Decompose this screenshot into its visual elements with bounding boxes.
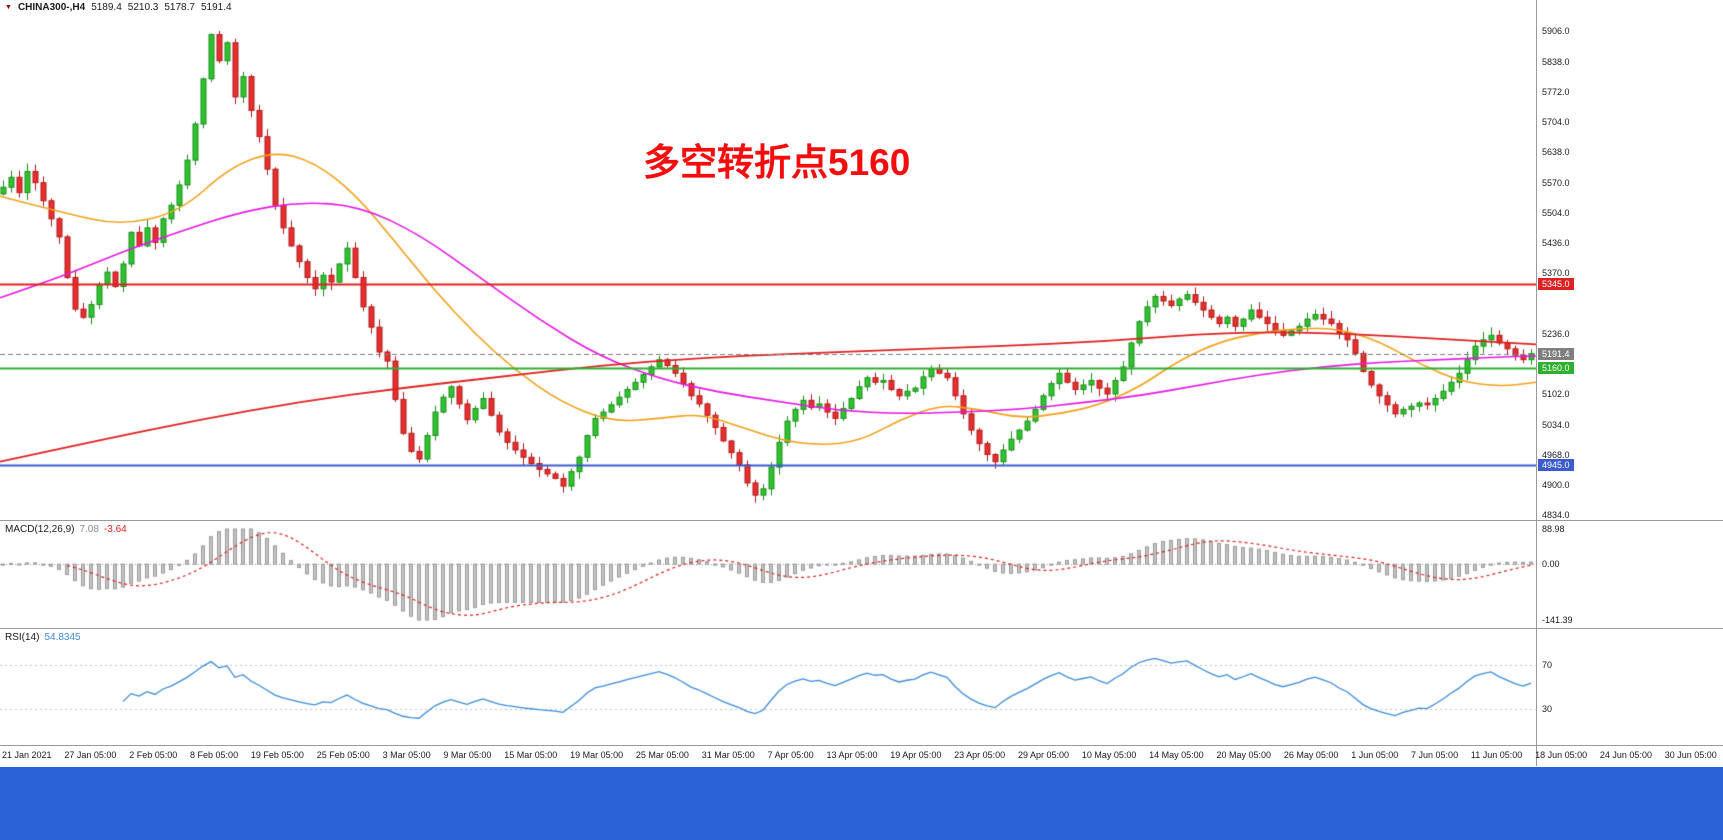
price-axis-tick: 5504.0: [1542, 207, 1570, 218]
price-axis-tick: 5704.0: [1542, 117, 1570, 128]
ohlc-high: 5210.3: [127, 2, 159, 13]
panel-separator-2[interactable]: [0, 628, 1723, 629]
ohlc-open: 5189.4: [91, 2, 122, 13]
macd-signal-value: -3.64: [103, 524, 127, 535]
rsi-value: 54.8345: [44, 632, 81, 643]
rsi-indicator-canvas[interactable]: [0, 629, 1536, 745]
time-axis-label: 3 Mar 05:00: [382, 750, 431, 760]
taskbar[interactable]: [0, 767, 1723, 840]
time-axis-label: 23 Apr 05:00: [954, 750, 1006, 760]
time-axis-label: 18 Jun 05:00: [1535, 750, 1588, 760]
symbol-info-bar: ▼ CHINA300-,H4 5189.4 5210.3 5178.7 5191…: [5, 2, 232, 13]
price-axis-separator: [1536, 0, 1537, 766]
panel-separator-1[interactable]: [0, 520, 1723, 521]
panel-separator-3: [0, 745, 1723, 746]
time-axis-label: 1 Jun 05:00: [1351, 750, 1399, 760]
price-axis-tick: 5772.0: [1542, 86, 1570, 97]
price-axis-tick: 5638.0: [1542, 147, 1570, 157]
time-axis-label: 9 Mar 05:00: [443, 750, 492, 760]
price-axis-tick: 4834.0: [1542, 510, 1570, 520]
time-axis-label: 11 Jun 05:00: [1470, 750, 1523, 760]
time-axis-label: 27 Jan 05:00: [64, 750, 117, 760]
time-axis-label: 31 Mar 05:00: [701, 750, 755, 760]
time-axis-label: 30 Jun 05:00: [1664, 750, 1717, 760]
price-axis-tick: 5838.0: [1542, 56, 1570, 67]
time-axis-label: 21 Jan 2021: [2, 750, 52, 760]
time-axis: 21 Jan 2021 27 Jan 05:00 2 Feb 05:00 8 Feb …: [0, 746, 1719, 764]
price-axis-tick: 5102.0: [1542, 389, 1570, 399]
time-axis-label: 2 Feb 05:00: [129, 750, 178, 760]
rsi-panel-label: RSI(14) 54.8345: [5, 632, 81, 643]
time-axis-label: 14 May 05:00: [1149, 750, 1204, 760]
price-axis-tick: 5236.0: [1542, 328, 1570, 339]
price-axis-tick: 5906.0: [1542, 26, 1570, 36]
symbol-name: CHINA300-,H4: [17, 2, 86, 13]
time-axis-label: 7 Jun 05:00: [1411, 750, 1459, 760]
chart-annotation-text: 多空转折点5160: [643, 142, 911, 183]
time-axis-label: 29 Apr 05:00: [1017, 750, 1070, 760]
price-level-badge: 5191.4: [1538, 347, 1574, 360]
time-axis-label: 10 May 05:00: [1081, 750, 1137, 760]
price-level-badge: 5345.0: [1538, 278, 1574, 291]
rsi-level-label: 70: [1542, 660, 1553, 671]
price-level-badge: 5160.0: [1538, 361, 1574, 374]
macd-label: MACD(12,26,9): [5, 524, 75, 535]
time-axis-label: 13 Apr 05:00: [826, 750, 878, 760]
rsi-level-label: 30: [1542, 703, 1553, 714]
time-axis-label: 26 May 05:00: [1283, 750, 1339, 760]
time-axis-label: 19 Apr 05:00: [890, 750, 942, 760]
price-axis: 88.98 0.00 -141.39 70 30 5906.0 5838.0 5772.0 57…: [1537, 0, 1723, 766]
price-axis-tick: 4900.0: [1542, 480, 1570, 491]
price-axis-tick: 5436.0: [1542, 238, 1570, 249]
price-level-badge: 4945.0: [1538, 458, 1574, 471]
macd-axis-label: 88.98: [1542, 524, 1565, 534]
time-axis-label: 25 Mar 05:00: [635, 750, 689, 760]
time-axis-label: 15 Mar 05:00: [504, 750, 558, 760]
time-axis-label: 7 Apr 05:00: [767, 750, 814, 760]
time-axis-label: 8 Feb 05:00: [190, 750, 239, 760]
price-axis-tick: 5570.0: [1542, 177, 1570, 188]
time-axis-label: 20 May 05:00: [1216, 750, 1272, 760]
ohlc-low: 5178.7: [164, 2, 195, 13]
main-price-chart-canvas[interactable]: [0, 0, 1536, 520]
price-axis-tick: 5034.0: [1542, 419, 1570, 430]
time-axis-label: 24 Jun 05:00: [1599, 750, 1652, 760]
price-axis-tick: 5370.0: [1542, 268, 1570, 278]
price-axis-tick: 4968.0: [1542, 449, 1570, 460]
time-axis-label: 19 Mar 05:00: [570, 750, 624, 760]
macd-panel-label: MACD(12,26,9) 7.08 -3.64: [5, 524, 127, 535]
ohlc-close: 5191.4: [200, 2, 232, 13]
time-axis-label: 25 Feb 05:00: [316, 750, 370, 760]
time-axis-label: 19 Feb 05:00: [250, 750, 304, 760]
rsi-label: RSI(14): [5, 632, 40, 643]
macd-axis-label: -141.39: [1542, 615, 1573, 625]
symbol-marker-icon: ▼: [5, 3, 12, 11]
macd-axis-label: 0.00: [1542, 559, 1560, 570]
macd-main-value: 7.08: [79, 524, 99, 535]
macd-indicator-canvas[interactable]: [0, 521, 1536, 628]
